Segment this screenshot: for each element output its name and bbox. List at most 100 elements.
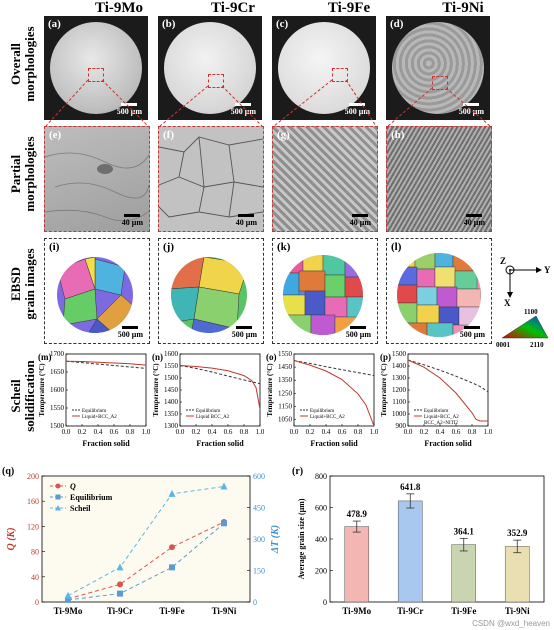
y-tick-label: 1200 bbox=[392, 386, 407, 394]
data-point bbox=[117, 590, 123, 597]
tag-a: (a) bbox=[48, 18, 61, 30]
partial-texture-mo bbox=[45, 152, 149, 222]
overall-panel-ni: (d) 500 μm bbox=[386, 16, 490, 120]
x-tick-label: 0.8 bbox=[468, 428, 477, 436]
data-point bbox=[169, 564, 175, 571]
watermark: CSDN @wxd_heaven bbox=[472, 619, 550, 628]
x-category-label: Ti-9Mo bbox=[342, 606, 371, 616]
y-axis-label: Temperature (°C) bbox=[266, 363, 274, 417]
x-tick-label: 0.0 bbox=[176, 428, 185, 436]
data-point bbox=[221, 520, 227, 527]
y-right-tick: 300 bbox=[253, 535, 265, 544]
bar bbox=[504, 546, 530, 603]
bar bbox=[451, 544, 477, 603]
tag-j: (j) bbox=[163, 241, 174, 253]
x-category-label: Ti-9Mo bbox=[54, 606, 83, 616]
chart-q: 0 40 80 120 160 200 0 150 300 450 600 Ti-9Mo Ti-9Cr T… bbox=[2, 466, 281, 616]
y-right-tick: 150 bbox=[253, 567, 265, 576]
y-tick-label: 1400 bbox=[164, 398, 179, 406]
plot-frame bbox=[41, 475, 251, 603]
y-tick-label: 1000 bbox=[392, 410, 407, 418]
tag-l: (l) bbox=[391, 241, 402, 253]
x-tick-label: 0.6 bbox=[338, 428, 347, 436]
bar-value-label: 352.9 bbox=[507, 528, 528, 538]
y-right-tick: 600 bbox=[253, 472, 265, 481]
y-right-tick: 0 bbox=[253, 598, 257, 607]
data-point bbox=[169, 544, 175, 551]
ebsd-panel-fe: (k) 500 μm bbox=[272, 238, 378, 344]
row-label-partial: Partial morphologies bbox=[8, 136, 37, 212]
x-tick-label: 0.4 bbox=[94, 428, 103, 436]
y-tick-label: 1500 bbox=[50, 422, 65, 430]
y-axis-label: Temperature (°C) bbox=[152, 363, 160, 417]
y-left-tick: 120 bbox=[27, 522, 39, 531]
ebsd-map-cr bbox=[171, 257, 247, 333]
column-title-cr: Ti-9Cr bbox=[211, 0, 255, 16]
scale-bar-d: 500 μm bbox=[459, 103, 484, 116]
y-tick-label: 1100 bbox=[392, 398, 406, 406]
scale-bar-h: 40 μm bbox=[464, 214, 485, 227]
ebsd-map-mo bbox=[57, 257, 133, 333]
legend-equilibrium: Equilibrium bbox=[310, 409, 334, 414]
legend-equilibrium: Equilibrium bbox=[424, 409, 448, 414]
ebsd-panel-cr: (j) 500 μm bbox=[158, 238, 264, 344]
x-tick-label: 0.8 bbox=[126, 428, 135, 436]
y-tick-label: 1650 bbox=[50, 368, 65, 376]
y-tick-label: 1550 bbox=[164, 362, 179, 370]
overall-panel-cr: (b) 500 μm bbox=[158, 16, 262, 120]
partial-panel-ni: (h) 40 μm bbox=[386, 126, 492, 232]
y-tick-label: 600 bbox=[315, 504, 327, 513]
bar bbox=[397, 500, 423, 603]
y-tick-label: 1600 bbox=[50, 386, 65, 394]
ebsd-panel-mo: (i) 500 μm bbox=[44, 238, 150, 344]
y-left-tick: 40 bbox=[31, 573, 39, 582]
legend-scheil: Liquid+BCC_A2 bbox=[310, 415, 345, 420]
pole-left-label: 0001 bbox=[496, 341, 511, 349]
column-title-ni: Ti-9Ni bbox=[442, 0, 484, 16]
scheil-chart-p: 900 1000 1100 1200 1300 1400 1500 0.0 0.2 0.4 0.6 0… bbox=[380, 350, 492, 448]
tag-o: (o) bbox=[266, 352, 277, 362]
partial-panel-fe: (g) 40 μm bbox=[272, 126, 378, 232]
x-tick-label: 0.4 bbox=[436, 428, 445, 436]
x-tick-label: 0.0 bbox=[62, 428, 71, 436]
y-tick-label: 200 bbox=[315, 567, 327, 576]
row-label-ebsd: EBSD grain images bbox=[8, 248, 37, 320]
x-tick-label: 0.2 bbox=[306, 428, 315, 436]
x-tick-label: 0.0 bbox=[290, 428, 299, 436]
tag-n: (n) bbox=[152, 352, 163, 362]
series-line-equilibrium bbox=[65, 360, 147, 369]
x-tick-label: 1.0 bbox=[142, 428, 150, 436]
data-point bbox=[64, 591, 72, 599]
y-left-tick: 160 bbox=[27, 497, 39, 506]
axis-z-label: Z bbox=[500, 256, 506, 266]
legend-equilibrium: Equilibrium bbox=[82, 409, 106, 414]
tag-q: (q) bbox=[2, 466, 14, 477]
tag-m: (m) bbox=[38, 352, 52, 362]
x-tick-label: 0.2 bbox=[192, 428, 201, 436]
bar-value-label: 478.9 bbox=[347, 509, 368, 519]
y-left-tick: 0 bbox=[35, 598, 39, 607]
partial-panel-mo: (e) 40 μm bbox=[44, 126, 150, 232]
series-line-scheil bbox=[179, 365, 261, 410]
tag-p: (p) bbox=[380, 352, 391, 362]
y-tick-label: 1050 bbox=[278, 415, 293, 423]
tag-c: (c) bbox=[276, 18, 289, 30]
legend-scheil: Liquid+BCC_A2 bbox=[82, 415, 117, 420]
bar-value-label: 641.8 bbox=[400, 482, 421, 492]
column-title-mo: Ti-9Mo bbox=[94, 0, 144, 16]
y-left-tick: 80 bbox=[31, 548, 39, 557]
y-tick-label: 900 bbox=[396, 422, 407, 430]
ebsd-panel-ni: (l) 500 μm bbox=[386, 238, 492, 344]
y-tick-label: 1150 bbox=[278, 402, 292, 410]
scale-bar-k: 500 μm bbox=[346, 326, 371, 339]
x-category-label: Ti-9Ni bbox=[212, 606, 237, 616]
y-tick-label: 0 bbox=[323, 598, 327, 607]
data-point bbox=[168, 489, 176, 497]
x-tick-label: 1.0 bbox=[370, 428, 378, 436]
zoom-connectors bbox=[45, 79, 491, 127]
y-tick-label: 400 bbox=[315, 535, 327, 544]
y-tick-label: 1250 bbox=[278, 389, 293, 397]
y-tick-label: 1450 bbox=[278, 363, 293, 371]
overall-panel-fe: (c) 500 μm bbox=[272, 16, 376, 120]
tag-d: (d) bbox=[390, 18, 404, 30]
